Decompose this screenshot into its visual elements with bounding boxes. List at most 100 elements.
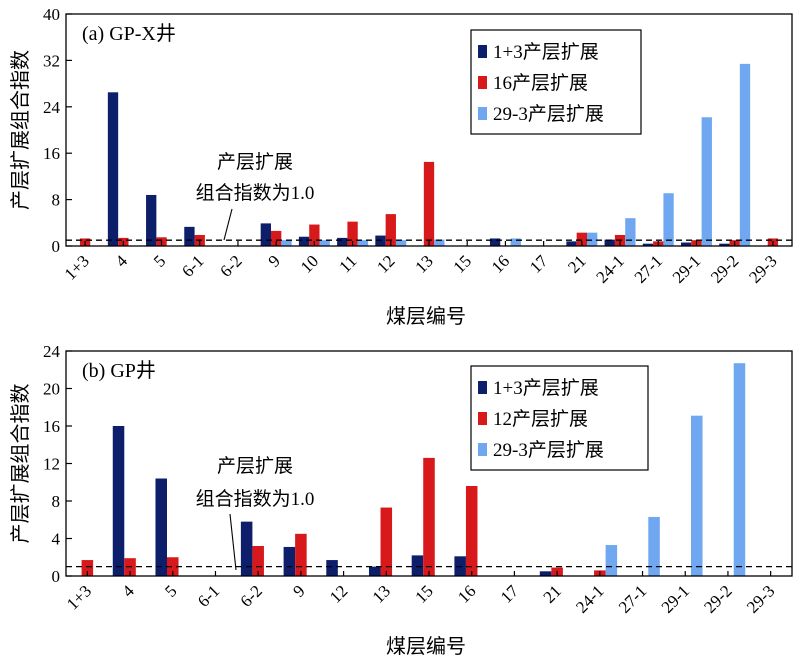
bar-b-16-series2 <box>465 486 478 576</box>
y-tick-label: 8 <box>52 191 61 210</box>
bar-a-16-series3 <box>510 238 521 246</box>
bar-b-15-series1 <box>411 555 424 577</box>
annotation-line-1: 产层扩展 <box>217 455 293 477</box>
bar-a-6-1-series1 <box>184 226 195 246</box>
x-category-label: 5 <box>161 581 180 600</box>
bar-a-10-series1 <box>298 236 310 246</box>
legend-label: 16产层扩展 <box>493 72 588 94</box>
x-category-label: 6-2 <box>237 581 266 610</box>
x-category-label: 12 <box>326 581 351 606</box>
y-tick-label: 16 <box>43 417 60 436</box>
bar-b-12-series1 <box>326 560 338 576</box>
bar-b-5-series2 <box>167 557 179 576</box>
bar-b-6-2-series1 <box>240 521 253 577</box>
x-category-label: 29-3 <box>745 251 780 286</box>
bar-a-21-series1 <box>566 241 577 246</box>
bar-a-13-series3 <box>434 239 445 246</box>
x-category-label: 9 <box>289 581 308 600</box>
bar-a-12-series2 <box>385 214 396 246</box>
x-category-label: 6-1 <box>178 251 207 280</box>
legend-box <box>470 29 642 135</box>
bar-b-21-series1 <box>539 571 552 576</box>
legend-swatch <box>478 443 487 456</box>
x-category-label: 15 <box>450 251 475 276</box>
bar-a-27-1-series1 <box>642 243 654 246</box>
bar-b-4-series1 <box>112 426 125 576</box>
x-category-label: 11 <box>335 251 360 276</box>
annotation-leader <box>223 208 233 241</box>
legend-label: 1+3产层扩展 <box>493 41 599 63</box>
x-category-label: 15 <box>411 581 436 606</box>
legend-label: 29-3产层扩展 <box>493 439 604 461</box>
x-category-label: 29-3 <box>743 581 778 616</box>
bar-a-11-series3 <box>357 240 369 246</box>
y-tick-label: 0 <box>52 237 61 256</box>
bar-a-9-series3 <box>281 240 292 246</box>
x-category-label: 16 <box>454 581 479 606</box>
bar-a-24-1-series1 <box>604 239 615 246</box>
y-tick-label: 16 <box>43 144 60 163</box>
bar-a-4-series1 <box>107 92 119 246</box>
bar-b-1+3-series2 <box>81 560 94 576</box>
annotation-line-2: 组合指数为1.0 <box>196 488 315 510</box>
x-category-label: 17 <box>526 251 552 277</box>
x-category-label: 13 <box>369 581 394 606</box>
x-axis-title: 煤层编号 <box>386 305 466 328</box>
x-category-label: 29-1 <box>669 251 704 286</box>
y-tick-label: 24 <box>43 342 61 361</box>
bar-a-9-series2 <box>271 230 282 246</box>
bar-b-24-1-series3 <box>605 545 618 576</box>
x-category-label: 4 <box>112 251 132 271</box>
bar-a-10-series3 <box>319 240 330 246</box>
bar-a-24-1-series3 <box>625 218 636 246</box>
bar-b-29-1-series3 <box>691 415 703 576</box>
legend-box <box>470 365 649 471</box>
x-category-label: 17 <box>497 581 523 607</box>
bar-a-29-1-series3 <box>701 117 712 247</box>
x-category-label: 12 <box>373 251 398 276</box>
x-category-label: 29-2 <box>700 581 735 616</box>
x-category-label: 6-1 <box>194 581 223 610</box>
panel-title: (b) GP井 <box>82 359 156 382</box>
bar-a-9-series1 <box>260 223 271 246</box>
x-category-label: 6-2 <box>216 251 245 280</box>
bar-a-29-2-series3 <box>739 63 751 246</box>
annotation-line-1: 产层扩展 <box>217 151 293 173</box>
panel-title: (a) GP-X井 <box>82 22 176 45</box>
x-category-label: 29-1 <box>658 581 693 616</box>
x-category-label: 27-1 <box>631 251 666 286</box>
legend-swatch <box>478 412 487 425</box>
x-category-label: 24-1 <box>592 251 627 286</box>
y-tick-label: 12 <box>43 455 60 474</box>
x-axis-title: 煤层编号 <box>386 635 466 658</box>
x-category-label: 27-1 <box>615 581 650 616</box>
bar-b-9-series1 <box>283 546 296 576</box>
y-tick-label: 0 <box>52 567 61 586</box>
bar-a-27-1-series3 <box>663 193 674 246</box>
x-category-label: 4 <box>118 581 138 601</box>
y-tick-label: 20 <box>43 380 60 399</box>
bar-a-29-1-series1 <box>681 242 692 246</box>
bar-a-10-series2 <box>309 224 320 246</box>
x-category-label: 5 <box>150 251 169 270</box>
x-category-label: 10 <box>297 251 322 276</box>
x-category-label: 9 <box>265 251 284 270</box>
x-category-label: 29-2 <box>707 251 742 286</box>
x-category-label: 1+3 <box>63 581 95 613</box>
y-tick-label: 40 <box>43 5 60 24</box>
annotation-line-2: 组合指数为1.0 <box>196 182 315 204</box>
x-category-label: 21 <box>539 581 564 606</box>
bar-a-21-series2 <box>576 232 587 246</box>
y-axis-title: 产层扩展组合指数 <box>9 50 32 210</box>
legend-swatch <box>478 76 487 89</box>
legend-swatch <box>478 381 487 394</box>
bar-b-5-series1 <box>155 478 167 576</box>
y-tick-label: 24 <box>43 98 61 117</box>
y-tick-label: 4 <box>52 530 61 549</box>
legend-swatch <box>478 107 487 120</box>
y-axis-title: 产层扩展组合指数 <box>9 384 32 544</box>
bar-b-13-series1 <box>369 566 381 577</box>
bar-a-21-series3 <box>587 232 598 246</box>
legend-label: 29-3产层扩展 <box>493 103 604 125</box>
